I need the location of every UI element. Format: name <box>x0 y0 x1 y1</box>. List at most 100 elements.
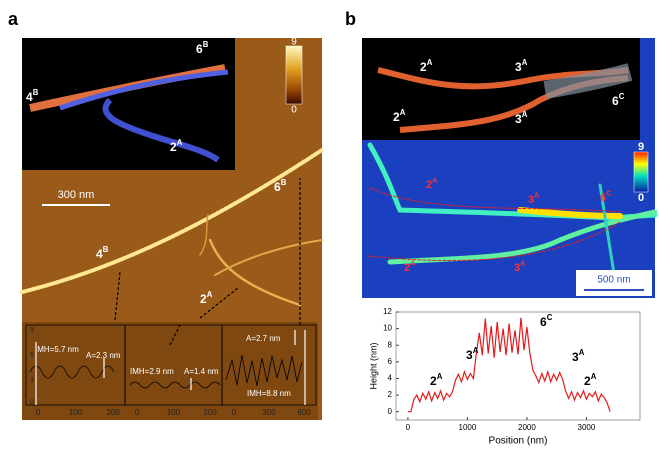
fibril-label: 6B <box>196 40 209 56</box>
profile-xtick: 0 <box>135 408 140 417</box>
label-sup: A <box>520 259 525 267</box>
label-base: 2 <box>404 262 410 274</box>
colorbar <box>633 151 649 193</box>
fibril-label: 4B <box>26 88 39 104</box>
y-tick-label: 10 <box>383 324 392 333</box>
label-sup: C <box>547 313 553 322</box>
label-sup: A <box>591 372 597 381</box>
plot-frame <box>395 311 641 421</box>
fibril-model <box>543 63 633 99</box>
y-tick-label: 8 <box>388 340 393 349</box>
label-sup: C <box>606 189 611 197</box>
fibril-label: 3A <box>528 191 539 205</box>
profile-xtick: 300 <box>262 408 276 417</box>
label-sup: A <box>473 346 479 355</box>
guide-arrows <box>35 330 306 405</box>
label-sup: A <box>427 58 433 67</box>
imh-label: IMH=2.9 nm <box>130 367 174 376</box>
fibril-label: 2A <box>426 176 437 190</box>
y-tick-label: 2 <box>388 390 393 399</box>
fibril-label: 2A <box>170 138 183 154</box>
profile-ytick: 9 <box>30 327 34 334</box>
label-base: 3 <box>528 194 534 206</box>
y-tick-label: 12 <box>383 307 392 316</box>
label-sup: A <box>437 372 443 381</box>
colorbar <box>285 45 303 105</box>
inset-3d <box>362 38 640 140</box>
profile-line <box>407 317 611 413</box>
label-sup: B <box>203 40 209 49</box>
label-sup: A <box>432 176 437 184</box>
label-base: 3 <box>572 350 579 364</box>
x-tick-label: 3000 <box>578 423 596 432</box>
fibril-label: 3A <box>466 346 479 362</box>
label-sup: A <box>400 108 406 117</box>
fibril-label: 6C <box>600 189 611 203</box>
label-base: 3 <box>515 60 522 74</box>
label-base: 6 <box>600 192 606 204</box>
x-axis-label: Position (nm) <box>489 436 548 447</box>
fibril-label: 2A <box>420 58 433 74</box>
fibril-label: 3A <box>515 110 528 126</box>
label-sup: A <box>410 259 415 267</box>
colorbar-label: 9 <box>291 37 297 48</box>
label-base: 3 <box>514 262 520 274</box>
label-base: 6 <box>540 315 547 329</box>
profile-ytick: 3 <box>30 377 34 384</box>
colorbar-label: 9 <box>638 141 644 153</box>
profile-area <box>22 322 318 420</box>
label-base: 2 <box>426 179 432 191</box>
y-tick-label: 4 <box>388 374 393 383</box>
fibril-label: 2A <box>393 108 406 124</box>
scale-bar-label: 300 nm <box>58 189 95 201</box>
label-sup: B <box>103 245 109 254</box>
panel-label: b <box>345 9 356 29</box>
colorbar-label: 0 <box>291 105 297 116</box>
label-sup: B <box>33 88 39 97</box>
fibril-label: 3A <box>514 259 525 273</box>
label-sup: A <box>177 138 183 147</box>
label-base: 2 <box>430 374 437 388</box>
colorbar-label: 0 <box>638 192 644 204</box>
scale-bar-label: 500 nm <box>597 275 630 286</box>
x-tick-label: 1000 <box>459 423 477 432</box>
amplitude-label: A=2.7 nm <box>246 334 281 343</box>
dashed-arrows <box>114 178 301 346</box>
fibril-model <box>59 69 229 111</box>
fibrils <box>20 148 324 307</box>
fibril-model <box>102 97 220 163</box>
label-sup: A <box>207 290 213 299</box>
amplitude-label: A=2.3 nm <box>86 351 121 360</box>
fibril-label: 4B <box>96 245 109 261</box>
x-tick-label: 0 <box>406 423 411 432</box>
label-base: 6 <box>612 94 619 108</box>
amplitude-label: A=1.4 nm <box>184 367 219 376</box>
label-sup: B <box>281 178 287 187</box>
scale-bar-box <box>576 270 652 296</box>
fibril-label: 2A <box>584 372 597 388</box>
fibril-label: 2A <box>404 259 415 273</box>
fibril-label: 6C <box>612 92 625 108</box>
fibrils <box>367 142 658 282</box>
label-sup: A <box>534 191 539 199</box>
y-tick-label: 0 <box>388 407 393 416</box>
label-base: 2 <box>170 140 177 154</box>
label-sup: A <box>579 348 585 357</box>
profile-frames <box>25 324 317 406</box>
profile-xtick: 100 <box>69 408 83 417</box>
profile-xtick: 200 <box>106 408 120 417</box>
label-base: 2 <box>584 374 591 388</box>
label-base: 2 <box>200 292 207 306</box>
profile-xtick: 600 <box>297 408 311 417</box>
label-base: 6 <box>274 180 281 194</box>
profile-xtick: 100 <box>167 408 181 417</box>
profile-ytick: 6 <box>30 352 34 359</box>
fibril-label: 2A <box>430 372 443 388</box>
label-base: 4 <box>96 247 103 261</box>
imh-label: IMH=5.7 nm <box>35 345 79 354</box>
label-sup: A <box>522 58 528 67</box>
fibril-label: 6C <box>540 313 553 329</box>
profile-ytick: 0 <box>30 399 34 406</box>
label-base: 6 <box>196 42 203 56</box>
